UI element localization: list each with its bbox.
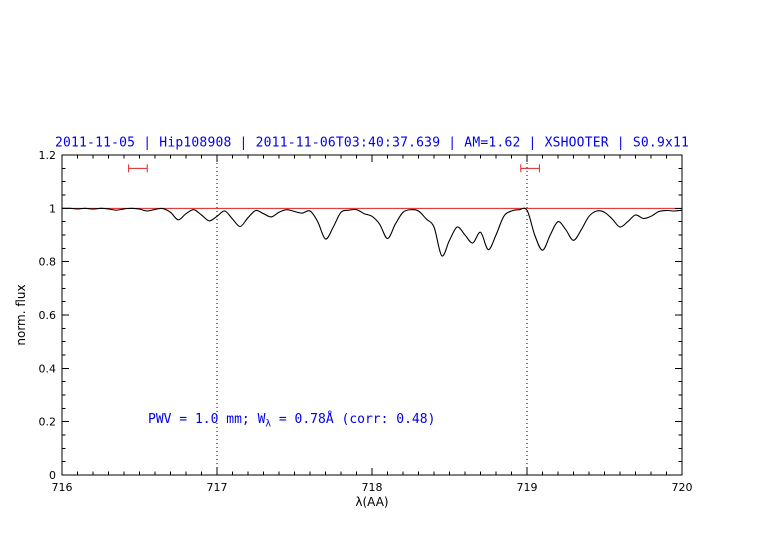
pwv-annotation-subscript: λ <box>265 418 272 430</box>
y-tick-label: 1.2 <box>39 149 57 162</box>
x-tick-label: 720 <box>672 481 693 494</box>
x-tick-label: 718 <box>362 481 383 494</box>
x-tick-label: 716 <box>52 481 73 494</box>
x-tick-label: 719 <box>517 481 538 494</box>
y-tick-label: 0.2 <box>39 416 57 429</box>
pwv-annotation-prefix: PWV = 1.0 mm; W <box>148 412 266 427</box>
y-tick-label: 0.6 <box>39 309 57 322</box>
spectrum-line <box>61 207 683 257</box>
pwv-annotation-suffix: = 0.78Å (corr: 0.48) <box>271 412 436 427</box>
y-tick-label: 0.8 <box>39 256 57 269</box>
x-tick-label: 717 <box>207 481 228 494</box>
pwv-annotation: PWV = 1.0 mm; Wλ = 0.78Å (corr: 0.48) <box>148 412 435 430</box>
y-tick-label: 0 <box>49 469 56 482</box>
y-tick-label: 1 <box>49 202 56 215</box>
y-tick-label: 0.4 <box>39 362 57 375</box>
y-axis-label: norm. flux <box>14 284 28 346</box>
x-axis-label: λ(AA) <box>355 495 389 509</box>
plot-title: 2011-11-05 | Hip108908 | 2011-11-06T03:4… <box>54 135 690 151</box>
